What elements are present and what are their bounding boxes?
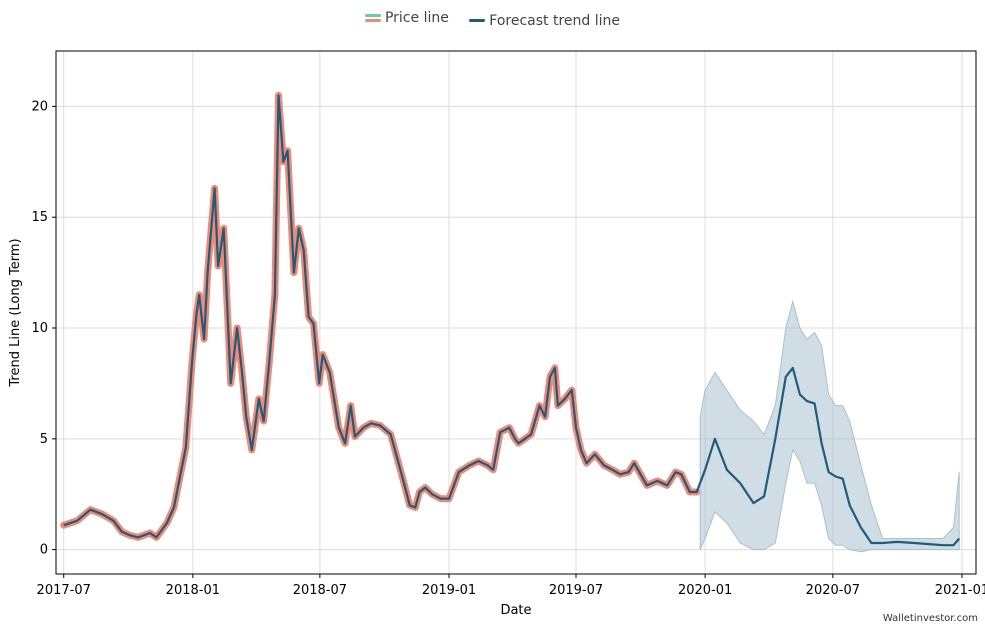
legend-forecast-label: Forecast trend line <box>489 12 621 29</box>
y-tick-label: 10 <box>31 321 48 336</box>
legend-item-price[interactable]: Price line <box>364 10 449 26</box>
chart-legend: Price line Forecast trend line <box>0 10 985 29</box>
y-axis-label: Trend Line (Long Term) <box>8 238 23 387</box>
forecast-line-swatch-icon <box>469 19 486 22</box>
legend-price-label: Price line <box>384 10 449 26</box>
price-line-swatch-icon <box>364 14 381 22</box>
y-tick-label: 5 <box>40 432 48 447</box>
y-tick-label: 15 <box>31 210 48 225</box>
forecast-trend-line <box>63 94 961 547</box>
legend-item-forecast[interactable]: Forecast trend line <box>469 13 620 29</box>
plot-frame <box>55 50 977 575</box>
x-tick-label: 2021-01 <box>935 583 985 598</box>
chart-grid <box>56 51 976 574</box>
watermark: Walletinvestor.com <box>882 613 978 624</box>
axis-ticks: 0 5 10 15 20 2017-07 2018-01 2018-07 2019-01 2019… <box>31 99 985 598</box>
x-axis-label: Date <box>500 603 531 618</box>
y-tick-label: 20 <box>31 99 48 114</box>
y-tick-label: 0 <box>40 543 48 558</box>
x-tick-label: 2018-01 <box>166 583 220 598</box>
x-tick-label: 2019-07 <box>549 583 603 598</box>
forecast-band-layer <box>699 299 960 553</box>
series-lines-layer <box>60 91 961 547</box>
price-line <box>60 91 701 541</box>
x-tick-label: 2017-07 <box>37 583 91 598</box>
x-tick-label: 2020-07 <box>806 583 860 598</box>
x-tick-label: 2018-07 <box>293 583 347 598</box>
x-tick-label: 2020-01 <box>678 583 732 598</box>
x-tick-label: 2019-01 <box>422 583 476 598</box>
forecast-confidence-band <box>699 299 960 553</box>
